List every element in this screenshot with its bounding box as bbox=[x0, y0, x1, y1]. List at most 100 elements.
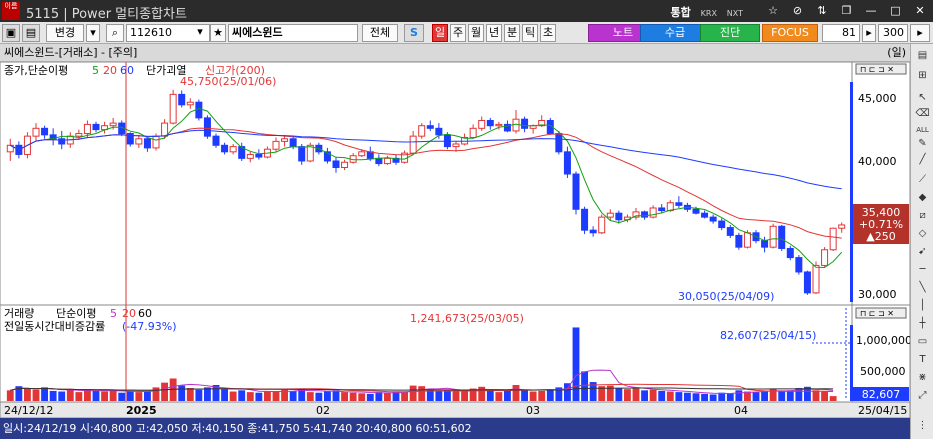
volume-bar bbox=[238, 390, 246, 401]
all-icon[interactable]: ALL bbox=[916, 126, 929, 134]
candle-body bbox=[41, 127, 49, 136]
channel-icon[interactable]: ⧄ bbox=[919, 210, 926, 221]
candle-body bbox=[203, 117, 211, 137]
favorite-star-icon[interactable]: ★ bbox=[210, 24, 226, 42]
bars-input[interactable]: 300 bbox=[878, 24, 908, 42]
stock-name-field[interactable]: 씨에스윈드 bbox=[228, 24, 358, 42]
ray-icon[interactable]: ◇ bbox=[918, 228, 927, 239]
count-input[interactable]: 81 bbox=[822, 24, 860, 42]
zoom-icon[interactable]: ⤢ bbox=[918, 390, 927, 401]
volume-bar bbox=[109, 390, 117, 401]
volume-bar bbox=[486, 390, 494, 401]
focus-button[interactable]: FOCUS bbox=[762, 24, 818, 42]
period-second-button[interactable]: 초 bbox=[540, 24, 556, 42]
arrow-draw-icon[interactable]: ➹ bbox=[918, 246, 927, 257]
panel-control-icons[interactable]: ⊓ ⊏ ⊐ ✕ bbox=[860, 65, 894, 74]
change-dropdown-icon[interactable]: ▾ bbox=[86, 24, 100, 42]
text-tool-icon[interactable]: T bbox=[919, 354, 926, 365]
count-stepper-icon[interactable]: ▸ bbox=[862, 24, 876, 42]
arrow-icon[interactable]: ⇅ bbox=[817, 4, 827, 17]
volume-bar bbox=[461, 390, 468, 401]
volume-bar bbox=[281, 389, 288, 401]
period-year-button[interactable]: 년 bbox=[486, 24, 502, 42]
volume-bar bbox=[161, 382, 168, 401]
cursor-icon[interactable]: ↖ bbox=[918, 92, 927, 103]
bars-stepper-icon[interactable]: ▸ bbox=[910, 24, 930, 42]
period-week-button[interactable]: 주 bbox=[450, 24, 466, 42]
pen-icon[interactable]: ✎ bbox=[918, 138, 927, 149]
volume-bar bbox=[675, 392, 683, 401]
grid-icon[interactable]: ▤ bbox=[22, 24, 40, 42]
close-icon[interactable]: ✕ bbox=[915, 4, 925, 17]
indicator-icon[interactable]: ⊞ bbox=[918, 70, 927, 81]
price-panel-controls[interactable]: ⊓ ⊏ ⊐ ✕ bbox=[855, 63, 907, 75]
market-link-nxt[interactable]: NXT bbox=[726, 9, 743, 18]
volume-bar bbox=[126, 390, 134, 401]
candle-body bbox=[821, 249, 829, 266]
candle-body bbox=[289, 138, 297, 148]
low-note: 30,050(25/04/09) bbox=[678, 290, 774, 303]
supply-button[interactable]: 수급 bbox=[640, 24, 710, 42]
line-icon[interactable]: ╱ bbox=[919, 154, 926, 165]
candle-body bbox=[692, 208, 700, 214]
stock-code-input[interactable]: 112610 bbox=[126, 24, 210, 42]
volume-tick-1000000: 1,000,000 bbox=[856, 334, 910, 347]
bookmark-icon[interactable]: ☆ bbox=[768, 4, 778, 17]
chart-type-icon[interactable]: ▤ bbox=[917, 50, 928, 61]
hline-icon[interactable]: ─ bbox=[919, 264, 926, 275]
volume-panel-controls[interactable]: ⊓ ⊏ ⊐ ✕ bbox=[855, 307, 907, 319]
volume-bar bbox=[649, 389, 657, 401]
volume-bar bbox=[546, 389, 554, 401]
candle-body bbox=[538, 119, 546, 127]
status-bar: 일시:24/12/19 시:40,800 고:42,050 저:40,150 종… bbox=[0, 418, 910, 439]
period-tick-button[interactable]: 틱 bbox=[522, 24, 538, 42]
volume-bar bbox=[315, 392, 323, 401]
maximize-icon[interactable]: □ bbox=[890, 4, 901, 17]
gann-icon[interactable]: ⋇ bbox=[918, 372, 927, 383]
vline-icon[interactable]: │ bbox=[919, 300, 926, 311]
candle-body bbox=[615, 212, 623, 221]
all-button[interactable]: 전체 bbox=[362, 24, 398, 42]
candle-body bbox=[375, 157, 383, 165]
minimize-icon[interactable]: — bbox=[865, 4, 877, 17]
trendline-icon[interactable]: ⟋ bbox=[919, 174, 926, 185]
candle-body bbox=[109, 122, 117, 127]
price-tick-45000: 45,000 bbox=[858, 92, 897, 105]
volume-bar bbox=[264, 390, 271, 401]
chart-area[interactable]: 씨에스윈드-[거래소] - [주의] (일) 종가,단순이평 5 20 60 단… bbox=[0, 44, 910, 418]
period-day-button[interactable]: 일 bbox=[432, 24, 448, 42]
period-minute-button[interactable]: 분 bbox=[504, 24, 520, 42]
rect-icon[interactable]: ▭ bbox=[917, 336, 928, 347]
app-icon[interactable]: 이름 bbox=[2, 2, 20, 20]
volume-bar bbox=[589, 382, 597, 401]
more-icon[interactable]: ⋮ bbox=[917, 420, 928, 431]
market-link-krx[interactable]: KRX bbox=[700, 9, 717, 18]
x-label-02: 02 bbox=[316, 404, 330, 417]
eraser-icon[interactable]: ⌫ bbox=[915, 108, 930, 119]
candle-body bbox=[332, 160, 340, 168]
diagnosis-button[interactable]: 진단 bbox=[700, 24, 760, 42]
volume-bar bbox=[495, 392, 503, 401]
volume-bar bbox=[512, 385, 520, 401]
volume-control-icons[interactable]: ⊓ ⊏ ⊐ ✕ bbox=[860, 309, 894, 318]
search-icon[interactable]: ⌕ bbox=[106, 24, 124, 42]
candle-body bbox=[212, 135, 220, 146]
chart-svg[interactable]: 종가,단순이평 5 20 60 단가괴열 신고가(200) 45,750(25/… bbox=[0, 62, 910, 418]
candle-body bbox=[478, 119, 486, 129]
x-label-04: 04 bbox=[734, 404, 748, 417]
candle-body bbox=[255, 153, 263, 158]
x-label-end: 25/04/15 bbox=[858, 404, 907, 417]
change-button[interactable]: 변경 bbox=[46, 24, 84, 42]
period-month-button[interactable]: 월 bbox=[468, 24, 484, 42]
copy-icon[interactable]: ❐ bbox=[841, 4, 852, 17]
fib-icon[interactable]: ◆ bbox=[918, 192, 927, 203]
ring-icon[interactable]: ⊘ bbox=[792, 4, 803, 17]
candle-body bbox=[186, 101, 194, 106]
cross-icon[interactable]: ┼ bbox=[919, 318, 926, 329]
code-dropdown-icon[interactable]: ▾ bbox=[197, 25, 203, 38]
refresh-icon[interactable]: S bbox=[404, 24, 424, 42]
diag-icon[interactable]: ╲ bbox=[919, 282, 926, 293]
market-link-integrated[interactable]: 통합 bbox=[670, 6, 691, 19]
volume-bar bbox=[555, 387, 563, 401]
layout-icon[interactable]: ▣ bbox=[2, 24, 20, 42]
